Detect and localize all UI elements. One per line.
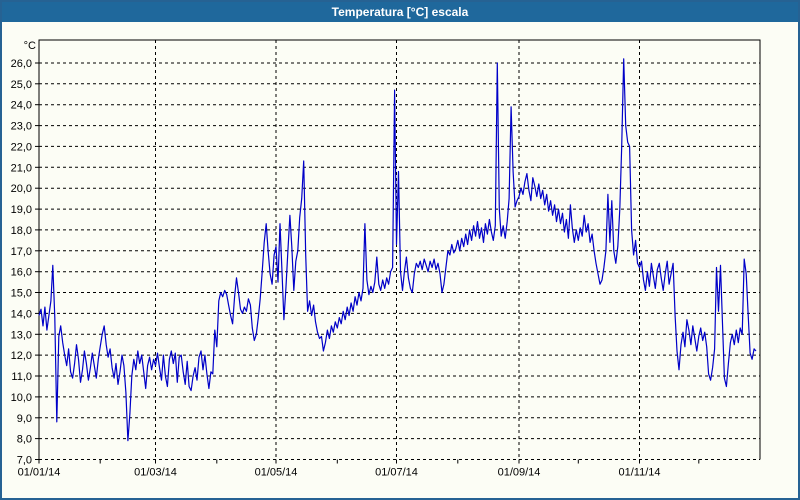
x-tick-label: 01/11/14 <box>618 467 660 479</box>
y-tick-label: 12,0 <box>11 350 32 362</box>
y-tick-label: 17,0 <box>11 246 32 258</box>
y-tick-label: 15,0 <box>11 288 32 300</box>
y-tick-label: 18,0 <box>11 225 32 237</box>
y-tick-label: 11,0 <box>11 371 32 383</box>
y-tick-label: 23,0 <box>11 121 32 133</box>
y-axis-unit-label: °C <box>24 40 36 52</box>
x-tick-label: 01/09/14 <box>498 467 541 479</box>
y-tick-label: 25,0 <box>11 79 32 91</box>
y-tick-label: 14,0 <box>11 308 32 320</box>
x-tick-label: 01/03/14 <box>134 467 177 479</box>
y-tick-label: 19,0 <box>11 204 32 216</box>
y-tick-label: 13,0 <box>11 329 32 341</box>
temperature-series-line <box>38 58 757 442</box>
plot-border <box>38 39 761 460</box>
y-tick-label: 9,0 <box>17 413 32 425</box>
y-tick-label: 22,0 <box>11 141 32 153</box>
y-tick-label: 16,0 <box>11 267 32 279</box>
x-tick-label: 01/05/14 <box>255 467 298 479</box>
y-tick-label: 7,0 <box>17 455 32 467</box>
title-bar[interactable]: Temperatura [°C] escala <box>2 2 798 22</box>
x-tick-label: 01/07/14 <box>375 467 418 479</box>
y-tick-label: 26,0 <box>11 58 32 70</box>
y-tick-label: 24,0 <box>11 100 32 112</box>
y-tick-label: 8,0 <box>17 434 32 446</box>
x-tick-label: 01/01/14 <box>18 467 61 479</box>
window-title: Temperatura [°C] escala <box>331 5 469 19</box>
y-tick-label: 10,0 <box>11 392 32 404</box>
y-tick-label: 21,0 <box>11 162 32 174</box>
y-tick-label: 20,0 <box>11 183 32 195</box>
